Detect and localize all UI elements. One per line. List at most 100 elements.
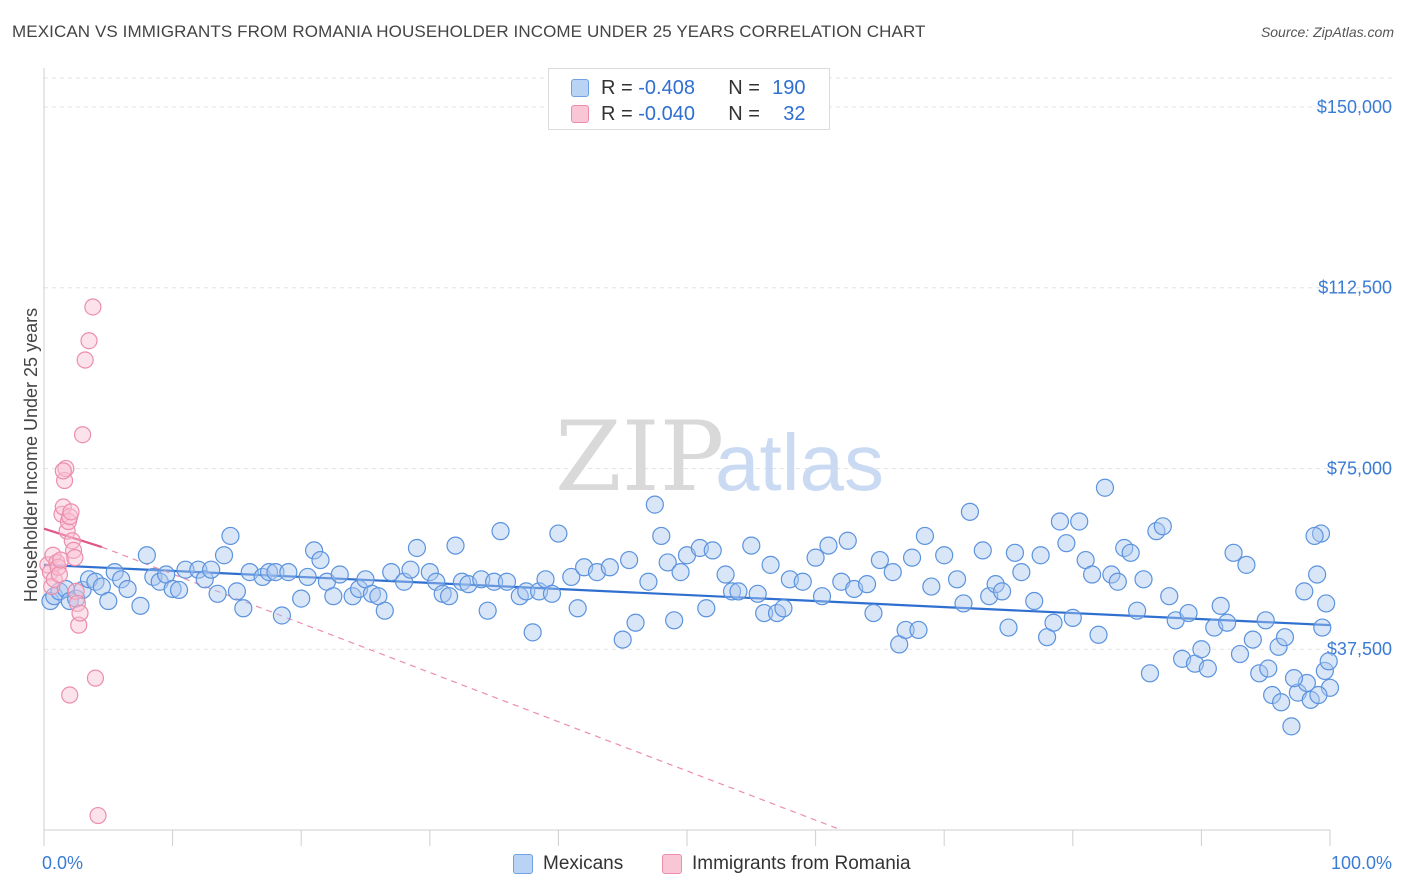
data-point-mexicans (620, 550, 639, 570)
bottom-legend-mexicans: Mexicans (513, 852, 623, 876)
legend-row-mexicans: R = -0.408 N = 190 (571, 76, 806, 100)
data-point-romania (57, 459, 75, 478)
data-point-mexicans (259, 563, 279, 582)
data-point-mexicans (1121, 543, 1140, 562)
data-point-mexicans (1319, 652, 1338, 671)
data-point-mexicans (105, 563, 124, 582)
data-point-mexicans (774, 599, 793, 618)
trend-line-romania (43, 527, 103, 549)
data-point-mexicans (1211, 596, 1230, 615)
data-point-mexicans (722, 582, 742, 601)
data-point-mexicans (491, 522, 510, 541)
data-point-mexicans (1313, 618, 1332, 637)
data-point-mexicans (1218, 613, 1237, 632)
data-point-mexicans (1230, 644, 1250, 664)
data-point-mexicans (1070, 512, 1089, 531)
data-point-mexicans (298, 567, 317, 587)
y-tick-label: $112,500 (1318, 278, 1392, 298)
data-point-mexicans (1102, 565, 1121, 584)
data-point-mexicans (1057, 534, 1076, 553)
data-point-mexicans (1031, 546, 1050, 565)
data-point-romania (61, 686, 79, 704)
data-point-mexicans (234, 599, 253, 618)
data-point-mexicans (214, 546, 234, 565)
watermark-zip: ZIP (555, 401, 724, 513)
data-point-mexicans (960, 502, 980, 521)
data-point-romania (54, 462, 72, 480)
data-point-mexicans (645, 495, 664, 514)
legend-n-value: 32 (783, 102, 806, 125)
data-point-mexicans (819, 536, 838, 555)
bottom-legend-swatch-pink (662, 854, 682, 874)
data-point-mexicans (401, 560, 420, 579)
data-point-mexicans (748, 584, 767, 603)
data-point-romania (71, 604, 89, 622)
data-point-mexicans (343, 587, 362, 606)
data-point-romania (89, 806, 107, 825)
data-point-mexicans (793, 572, 812, 591)
data-point-mexicans (1320, 678, 1340, 697)
legend-n-label: N = (728, 76, 760, 99)
data-point-mexicans (1259, 659, 1278, 678)
data-point-mexicans (857, 575, 877, 594)
data-point-mexicans (652, 526, 671, 546)
data-point-mexicans (1237, 555, 1256, 574)
data-point-mexicans (1317, 594, 1336, 613)
data-point-mexicans (420, 563, 439, 582)
data-point-mexicans (1272, 693, 1291, 712)
bottom-legend-label: Immigrants from Romania (692, 853, 911, 874)
data-point-romania (50, 565, 69, 584)
data-point-mexicans (330, 565, 349, 584)
data-point-mexicans (382, 563, 401, 582)
data-point-mexicans (626, 613, 645, 632)
data-point-mexicans (131, 596, 150, 615)
legend-r-value: -0.408 (638, 76, 695, 99)
axes (43, 68, 1331, 846)
data-point-mexicans (272, 606, 292, 625)
data-point-mexicans (1012, 563, 1031, 582)
data-point-mexicans (1284, 669, 1304, 688)
grid-lines (44, 77, 1392, 650)
data-point-mexicans (1153, 517, 1172, 536)
y-tick-label: $37,500 (1327, 639, 1392, 659)
data-point-mexicans (1089, 625, 1108, 644)
x-tick-label: 100.0% (1331, 853, 1392, 873)
data-point-mexicans (703, 541, 722, 560)
data-point-mexicans (658, 553, 677, 572)
data-point-mexicans (227, 582, 246, 601)
x-tick-labels: 0.0% 100.0% (42, 853, 1392, 873)
data-point-mexicans (221, 526, 240, 546)
x-tick-label: 0.0% (42, 853, 83, 873)
data-point-mexicans (517, 582, 536, 601)
legend-r-label: R = (601, 76, 633, 99)
data-point-mexicans (99, 591, 118, 611)
data-point-mexicans (324, 587, 343, 606)
bottom-legend-romania: Immigrants from Romania (662, 852, 911, 876)
data-point-mexicans (1282, 717, 1301, 736)
data-point-romania (73, 426, 92, 444)
data-point-mexicans (870, 550, 890, 570)
data-point-mexicans (812, 587, 832, 606)
data-point-mexicans (1044, 613, 1063, 632)
data-point-mexicans (902, 548, 922, 567)
data-point-mexicans (806, 548, 825, 567)
data-point-mexicans (73, 580, 92, 600)
data-point-mexicans (896, 620, 915, 640)
data-point-romania (52, 551, 70, 569)
data-point-mexicans (1192, 640, 1211, 659)
data-point-mexicans (973, 541, 992, 560)
data-point-romania (84, 298, 102, 316)
data-point-mexicans (883, 563, 902, 582)
data-point-mexicans (1134, 570, 1153, 589)
data-point-mexicans (742, 536, 761, 555)
legend-n-value: 190 (772, 76, 806, 99)
data-point-mexicans (1250, 664, 1269, 683)
data-point-mexicans (1198, 659, 1217, 678)
data-point-mexicans (665, 611, 684, 630)
data-point-mexicans (118, 579, 137, 599)
data-point-mexicans (195, 570, 214, 589)
data-point-mexicans (542, 584, 562, 603)
data-point-romania (62, 503, 80, 521)
data-point-mexicans (169, 580, 189, 600)
